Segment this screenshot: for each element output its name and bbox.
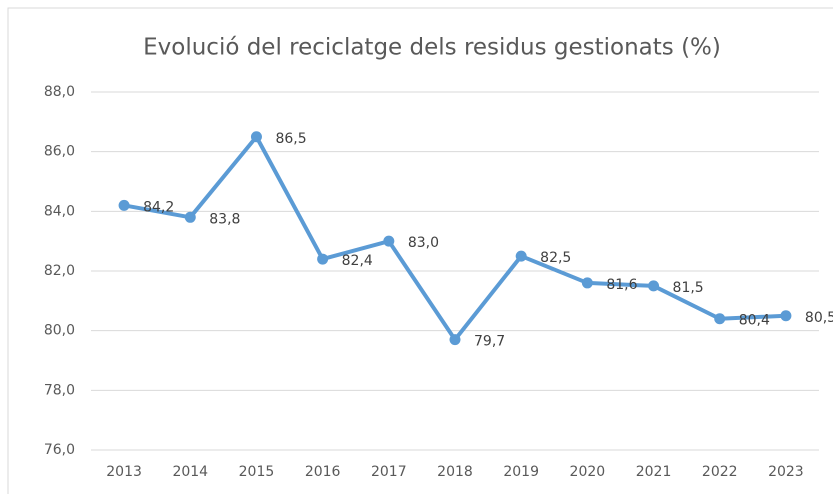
data-label: 80,5: [805, 310, 833, 326]
x-tick-label: 2014: [172, 464, 208, 480]
x-tick-label: 2016: [305, 464, 341, 480]
chart-title: Evolució del reciclatge dels residus ges…: [143, 35, 721, 61]
y-tick-label: 78,0: [44, 382, 75, 398]
x-tick-label: 2022: [702, 464, 738, 480]
data-point: [515, 250, 527, 262]
y-tick-label: 84,0: [44, 203, 75, 219]
y-tick-label: 86,0: [44, 144, 75, 160]
y-tick-label: 88,0: [44, 84, 75, 100]
x-tick-label: 2018: [437, 464, 473, 480]
data-label: 83,8: [209, 211, 240, 227]
data-label: 80,4: [739, 313, 770, 329]
data-point: [250, 131, 262, 143]
data-point: [780, 310, 792, 322]
x-tick-label: 2013: [106, 464, 142, 480]
data-label: 86,5: [275, 131, 306, 147]
data-label: 81,6: [606, 277, 637, 293]
data-point: [383, 235, 395, 247]
x-tick-label: 2020: [570, 464, 606, 480]
x-tick-label: 2017: [371, 464, 407, 480]
data-label: 83,0: [408, 235, 439, 251]
x-tick-label: 2015: [239, 464, 275, 480]
x-tick-label: 2023: [768, 464, 804, 480]
data-label: 81,5: [673, 280, 704, 296]
data-point: [449, 334, 461, 346]
x-tick-label: 2021: [636, 464, 672, 480]
data-point: [184, 211, 196, 223]
x-tick-label: 2019: [503, 464, 539, 480]
data-point: [714, 313, 726, 325]
y-tick-label: 80,0: [44, 323, 75, 339]
data-point: [317, 253, 329, 265]
data-label: 79,7: [474, 334, 505, 350]
data-label: 84,2: [143, 199, 174, 215]
data-point: [581, 277, 593, 289]
chart-frame: [7, 7, 833, 494]
data-label: 82,5: [540, 250, 571, 266]
data-point: [118, 199, 130, 211]
y-tick-label: 82,0: [44, 263, 75, 279]
y-tick-label: 76,0: [44, 442, 75, 458]
data-label: 82,4: [342, 253, 373, 269]
data-point: [648, 280, 660, 292]
